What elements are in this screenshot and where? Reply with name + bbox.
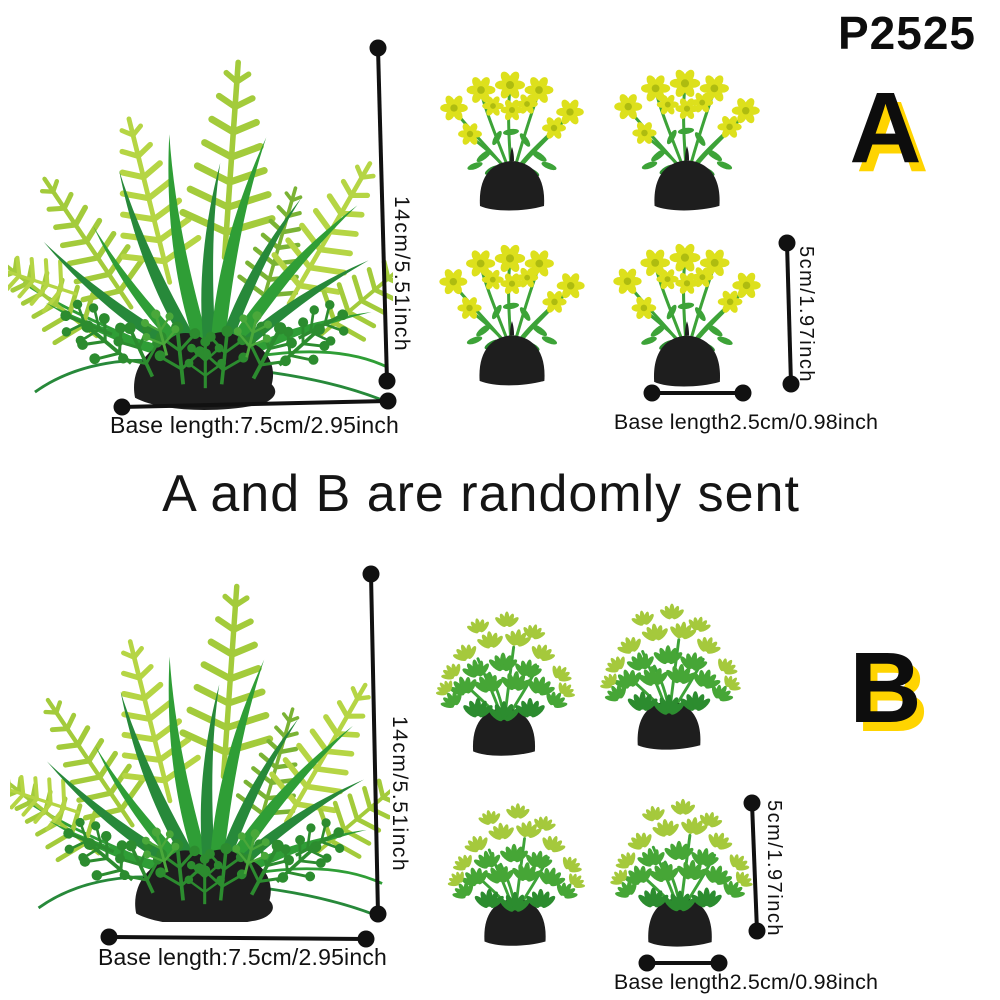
bush-plant-photo-1 — [422, 596, 586, 762]
label-b-base: Base length:7.5cm/2.95inch — [98, 944, 388, 970]
variant-a-letter: A — [849, 72, 922, 184]
bush-plant-photo-2 — [586, 590, 752, 754]
measure-line-b-small-base — [638, 954, 728, 972]
label-b-height: 14cm/5.51inch — [388, 716, 411, 873]
product-code: P2525 — [837, 7, 976, 59]
label-b-small-base: Base length2.5cm/0.98inch — [613, 970, 879, 994]
label-b-small-height: 5cm/1.97inch — [763, 800, 785, 937]
bush-plant-photo-3 — [434, 786, 596, 954]
headline: A and B are randomly sent — [162, 465, 800, 523]
flower-plant-photo-2 — [596, 58, 778, 212]
flower-plant-photo-3 — [426, 232, 598, 388]
label-a-height: 14cm/5.51inch — [390, 196, 413, 353]
large-plant-photo-a — [8, 40, 393, 412]
label-a-small-height: 5cm/1.97inch — [795, 246, 817, 383]
variant-b-letter: B — [849, 632, 922, 744]
flower-plant-photo-4 — [596, 232, 778, 388]
bush-plant-photo-4 — [596, 780, 764, 956]
label-a-small-base: Base length2.5cm/0.98inch — [613, 410, 879, 434]
label-a-base: Base length:7.5cm/2.95inch — [110, 412, 400, 438]
large-plant-photo-b — [10, 570, 390, 922]
flower-plant-photo-1 — [426, 60, 598, 212]
